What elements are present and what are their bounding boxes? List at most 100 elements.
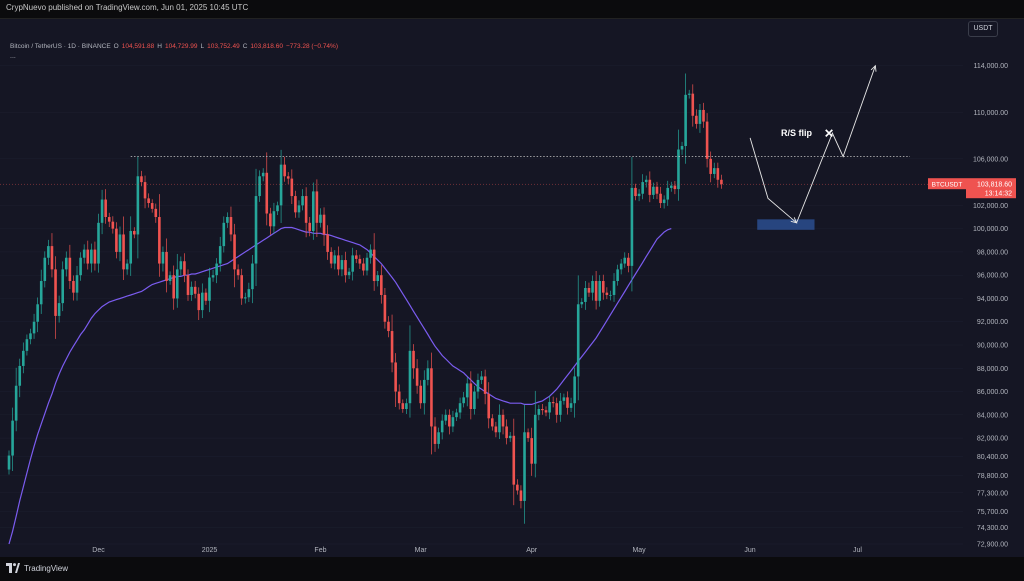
candle-body <box>175 269 179 299</box>
price-tick-label: 98,000.00 <box>977 249 1008 256</box>
ohlc-legend: Bitcoin / TetherUS · 1D · BINANCE O 104,5… <box>10 43 338 50</box>
candle <box>491 414 494 431</box>
candle-body <box>254 196 258 264</box>
candle <box>627 253 630 273</box>
candle <box>390 314 394 373</box>
candle <box>465 377 469 407</box>
candle-body <box>716 168 720 180</box>
candle <box>286 172 290 185</box>
candle-body <box>637 193 641 197</box>
candle-body <box>358 258 362 264</box>
candle <box>308 216 312 237</box>
symbol-text: Bitcoin / TetherUS · 1D · BINANCE <box>10 43 111 50</box>
candle <box>401 399 405 413</box>
candle <box>240 268 243 305</box>
price-tick-label: 114,000.00 <box>973 63 1008 70</box>
candle-body <box>601 281 605 293</box>
candle-body <box>491 418 494 427</box>
candle-body <box>705 121 709 159</box>
candle <box>218 236 222 272</box>
candle <box>562 393 566 405</box>
candle <box>433 417 437 452</box>
candle-body <box>619 263 623 270</box>
candle <box>380 265 383 304</box>
candle <box>68 244 72 290</box>
candle <box>426 360 430 386</box>
candle <box>451 410 455 433</box>
candle-body <box>526 432 530 439</box>
price-chart[interactable]: R/S flip ✕ BTCUSDT 103,818.60 13:14:32 114,0… <box>0 19 1024 558</box>
candle <box>609 290 612 301</box>
candle-body <box>104 199 107 218</box>
candle <box>505 419 508 445</box>
currency-button[interactable]: USDT <box>968 21 998 37</box>
more-icon[interactable]: ... <box>10 53 16 60</box>
candle-body <box>265 172 269 214</box>
price-tick-label: 74,300.00 <box>977 525 1008 532</box>
price-tick-label: 110,000.00 <box>973 110 1008 117</box>
tradingview-logo[interactable]: TradingView <box>6 563 68 573</box>
candle <box>705 113 709 168</box>
candle <box>222 216 226 253</box>
candle-body <box>32 321 36 334</box>
candle <box>455 408 458 421</box>
candle-body <box>372 249 376 282</box>
candle-body <box>634 187 637 197</box>
candle <box>440 414 444 440</box>
candle-body <box>573 376 576 404</box>
candle-body <box>365 257 369 271</box>
candle <box>405 398 408 415</box>
candle <box>687 89 691 99</box>
chart-area[interactable]: R/S flip ✕ BTCUSDT 103,818.60 13:14:32 114,0… <box>0 18 1024 558</box>
candle <box>559 392 562 422</box>
candle-body <box>519 490 523 501</box>
candle <box>204 288 208 305</box>
candle <box>422 370 426 415</box>
candle <box>208 267 211 313</box>
candle <box>476 373 480 399</box>
candle <box>22 342 25 374</box>
moving-average-line <box>8 226 672 545</box>
candle-body <box>566 397 569 408</box>
candle-body <box>691 93 695 116</box>
candle-body <box>122 234 125 270</box>
support-zone <box>757 219 815 230</box>
candle <box>487 382 491 429</box>
candle <box>243 292 247 304</box>
candle <box>720 174 723 189</box>
candle <box>297 200 301 218</box>
candle-body <box>179 261 183 270</box>
candle-body <box>201 292 204 311</box>
candle-body <box>562 397 566 401</box>
candle-body <box>283 164 286 177</box>
candle-body <box>261 172 265 177</box>
candle <box>236 264 240 280</box>
candle <box>272 202 276 234</box>
candle <box>254 168 258 287</box>
candle <box>226 212 229 228</box>
candle <box>666 180 670 206</box>
candle-body <box>433 426 437 444</box>
candle-body <box>7 455 11 470</box>
candle <box>573 367 576 418</box>
candle <box>172 265 175 310</box>
projection-arrowhead <box>790 217 798 224</box>
candle-body <box>648 179 652 195</box>
candle <box>143 175 147 209</box>
candle-body <box>165 251 168 282</box>
candle <box>100 189 104 235</box>
candle <box>294 190 297 218</box>
candle <box>61 261 64 312</box>
candle-body <box>555 403 559 415</box>
candle <box>14 367 18 432</box>
candle-body <box>90 249 93 264</box>
candle-body <box>186 275 190 295</box>
candle-body <box>97 222 100 264</box>
candle-body <box>401 403 405 410</box>
candle-body <box>465 383 469 398</box>
candle <box>530 427 533 476</box>
candle-body <box>451 417 455 427</box>
candle-body <box>337 255 340 270</box>
open-value: 104,591.88 <box>121 43 155 50</box>
candle <box>347 267 351 279</box>
